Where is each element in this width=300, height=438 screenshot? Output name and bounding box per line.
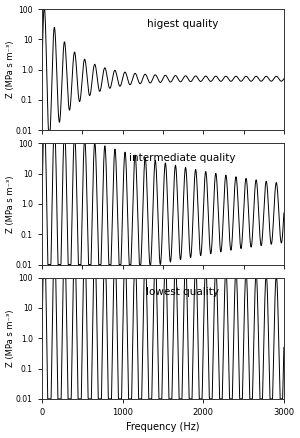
Text: lowest quality: lowest quality xyxy=(146,287,219,297)
Text: higest quality: higest quality xyxy=(146,19,218,29)
Y-axis label: Z (MPa s m⁻³): Z (MPa s m⁻³) xyxy=(6,41,15,99)
X-axis label: Frequency (Hz): Frequency (Hz) xyxy=(126,422,200,432)
Y-axis label: Z (MPa s m⁻³): Z (MPa s m⁻³) xyxy=(6,175,15,233)
Y-axis label: Z (MPa s m⁻³): Z (MPa s m⁻³) xyxy=(6,310,15,367)
Text: intermediate quality: intermediate quality xyxy=(129,153,236,163)
